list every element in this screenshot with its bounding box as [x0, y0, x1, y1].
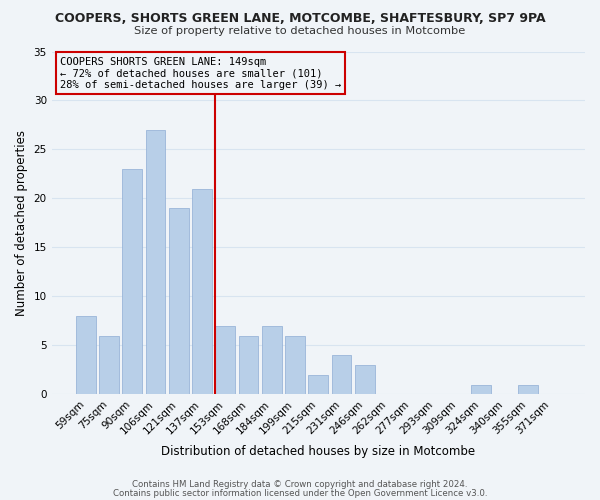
Bar [215, 326, 235, 394]
Bar [518, 384, 538, 394]
Bar [122, 169, 142, 394]
Text: Contains HM Land Registry data © Crown copyright and database right 2024.: Contains HM Land Registry data © Crown c… [132, 480, 468, 489]
X-axis label: Distribution of detached houses by size in Motcombe: Distribution of detached houses by size … [161, 444, 475, 458]
Text: COOPERS, SHORTS GREEN LANE, MOTCOMBE, SHAFTESBURY, SP7 9PA: COOPERS, SHORTS GREEN LANE, MOTCOMBE, SH… [55, 12, 545, 26]
Bar [239, 336, 259, 394]
Bar [76, 316, 95, 394]
Text: COOPERS SHORTS GREEN LANE: 149sqm
← 72% of detached houses are smaller (101)
28%: COOPERS SHORTS GREEN LANE: 149sqm ← 72% … [59, 56, 341, 90]
Bar [471, 384, 491, 394]
Bar [285, 336, 305, 394]
Bar [99, 336, 119, 394]
Bar [262, 326, 282, 394]
Text: Size of property relative to detached houses in Motcombe: Size of property relative to detached ho… [134, 26, 466, 36]
Bar [355, 365, 375, 394]
Bar [332, 356, 352, 395]
Y-axis label: Number of detached properties: Number of detached properties [15, 130, 28, 316]
Bar [192, 188, 212, 394]
Bar [308, 375, 328, 394]
Text: Contains public sector information licensed under the Open Government Licence v3: Contains public sector information licen… [113, 489, 487, 498]
Bar [169, 208, 188, 394]
Bar [146, 130, 166, 394]
